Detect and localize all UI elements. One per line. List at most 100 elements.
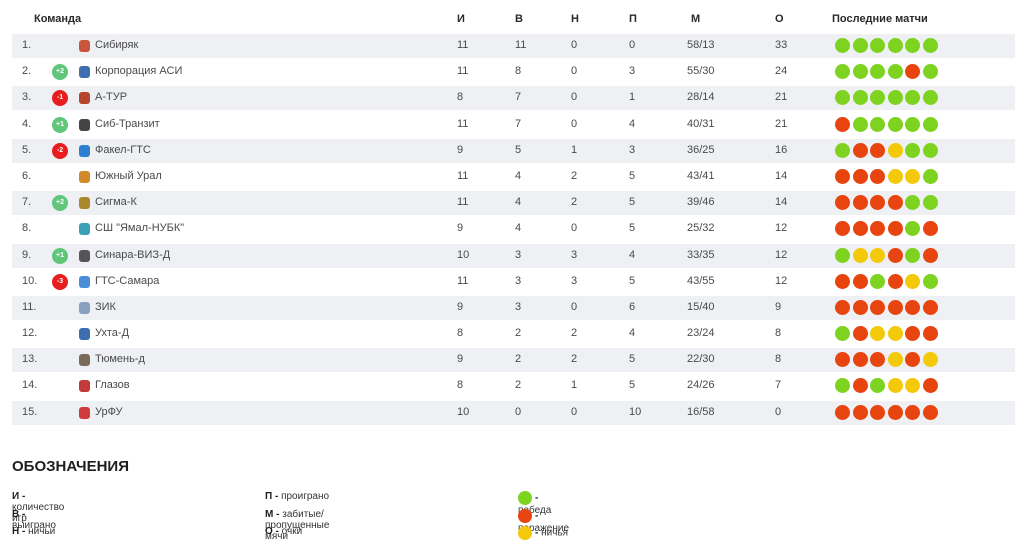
legend-item: - поражение: [518, 508, 569, 534]
position: 11.: [22, 300, 37, 313]
draws: 2: [571, 169, 578, 182]
team-logo-icon: [79, 406, 90, 419]
position-change-badge: -1: [52, 90, 68, 107]
team-name[interactable]: Корпорация АСИ: [95, 65, 183, 78]
header-last-matches: Последние матчи: [832, 13, 928, 25]
win-dot-icon: [835, 142, 850, 158]
table-row[interactable]: 14. Глазов 8 2 1 5 24/26 7: [12, 374, 1015, 398]
team-name[interactable]: А-ТУР: [95, 91, 128, 104]
team-name[interactable]: Южный Урал: [95, 169, 162, 182]
team-name[interactable]: Сигма-К: [95, 196, 137, 209]
team-name[interactable]: Сиб-Транзит: [95, 117, 160, 130]
games-played: 8: [457, 379, 464, 392]
table-row[interactable]: 7. +2 Сигма-К 11 4 2 5 39/46 14: [12, 191, 1015, 216]
team-name[interactable]: Глазов: [95, 379, 130, 392]
points: 24: [775, 65, 788, 78]
team-name[interactable]: Ухта-Д: [95, 327, 130, 340]
win-dot-icon: [922, 142, 938, 158]
points: 33: [775, 39, 788, 51]
table-row[interactable]: 8. СШ "Ямал-НУБК" 9 4 0 5 25/32 12: [12, 217, 1015, 241]
team-logo-icon: [79, 354, 90, 367]
games-played: 11: [457, 196, 469, 209]
wins: 3: [515, 300, 522, 313]
loss-dot-icon: [835, 116, 850, 132]
loss-dot-icon: [922, 247, 938, 263]
win-dot-icon: [887, 116, 903, 132]
legend-key: Н -: [12, 526, 26, 537]
team-name[interactable]: СШ "Ямал-НУБК": [95, 222, 185, 235]
legend-item: - победа: [518, 491, 569, 516]
team-logo-icon: [79, 301, 90, 314]
draws: 0: [571, 91, 578, 104]
last-matches: [835, 352, 938, 368]
loss-dot-icon: [870, 404, 885, 420]
loss-dot-icon: [870, 168, 885, 184]
team-logo-icon: [79, 275, 90, 288]
table-row[interactable]: 10. -3 ГТС-Самара 11 3 3 5 43/55 12: [12, 270, 1015, 294]
points: 0: [775, 405, 782, 418]
games-played: 11: [457, 39, 469, 51]
last-matches: [835, 64, 938, 80]
standings-table: 1. Сибиряк 11 11 0 0 58/13 33 2. +2 Корпорация АСИ…: [12, 34, 1015, 427]
last-matches: [835, 247, 938, 263]
table-row[interactable]: 15. УрФУ 10 0 0 10 16/58 0: [12, 400, 1015, 425]
points: 12: [775, 222, 788, 235]
points: 8: [775, 327, 782, 340]
win-dot-icon: [852, 116, 868, 132]
legend-key: -: [535, 492, 539, 504]
team-name[interactable]: ГТС-Самара: [95, 274, 160, 287]
goals: 16/58: [687, 405, 715, 418]
legend-column-3: - победа - поражение - ничья: [518, 491, 569, 544]
legend-key: О -: [265, 526, 279, 537]
draws: 3: [571, 274, 578, 287]
team-name[interactable]: УрФУ: [95, 405, 123, 418]
win-dot-icon: [922, 273, 938, 289]
legend-key: В -: [12, 508, 26, 520]
losses: 5: [629, 222, 636, 235]
team-logo-icon: [79, 197, 90, 210]
table-row[interactable]: 9. +1 Синара-ВИЗ-Д 10 3 3 4 33/35 12: [12, 243, 1015, 268]
legend-text: поражение: [518, 522, 570, 534]
points: 21: [775, 91, 788, 104]
wins: 3: [515, 248, 522, 261]
points: 9: [775, 300, 782, 313]
wins: 7: [515, 91, 522, 104]
draws: 0: [571, 405, 578, 418]
draws: 0: [571, 222, 578, 235]
legend-column-2: П - проиграно М - забитые/пропущенные мяч…: [265, 491, 329, 544]
draws: 1: [571, 379, 578, 392]
table-row[interactable]: 5. -2 Факел-ГТС 9 5 1 3 36/25 16: [12, 138, 1015, 163]
win-dot-icon: [887, 64, 903, 80]
win-dot-icon: [835, 378, 850, 394]
goals: 39/46: [687, 196, 715, 209]
table-row[interactable]: 2. +2 Корпорация АСИ 11 8 0 3 55/30 24: [12, 60, 1015, 84]
loss-dot-icon: [835, 299, 850, 315]
team-logo-icon: [79, 144, 90, 157]
goals: 43/41: [687, 169, 715, 182]
loss-dot-icon: [870, 142, 885, 158]
draw-dot-icon: [870, 247, 885, 263]
table-row[interactable]: 13. Тюмень-д 9 2 2 5 22/30 8: [12, 348, 1015, 373]
games-played: 11: [457, 169, 469, 182]
loss-dot-icon: [887, 273, 903, 289]
table-row[interactable]: 4. +1 Сиб-Транзит 11 7 0 4 40/31 21: [12, 113, 1015, 137]
games-played: 9: [457, 143, 464, 156]
team-name[interactable]: Тюмень-д: [95, 353, 145, 366]
wins: 4: [515, 169, 522, 182]
draw-dot-icon: [905, 168, 920, 184]
table-row[interactable]: 11. ЗИК 9 3 0 6 15/40 9: [12, 295, 1015, 320]
legend-dot-icon: [518, 491, 532, 505]
table-row[interactable]: 6. Южный Урал 11 4 2 5 43/41 14: [12, 165, 1015, 189]
team-name[interactable]: Факел-ГТС: [95, 143, 151, 156]
table-row[interactable]: 1. Сибиряк 11 11 0 0 58/13 33: [12, 34, 1015, 58]
team-name[interactable]: Сибиряк: [95, 39, 139, 51]
table-row[interactable]: 3. -1 А-ТУР 8 7 0 1 28/14 21: [12, 86, 1015, 111]
wins: 2: [515, 327, 522, 340]
win-dot-icon: [905, 38, 920, 53]
team-name[interactable]: ЗИК: [95, 300, 116, 313]
win-dot-icon: [835, 247, 850, 263]
table-row[interactable]: 12. Ухта-Д 8 2 2 4 23/24 8: [12, 322, 1015, 346]
win-dot-icon: [870, 64, 885, 80]
goals: 40/31: [687, 117, 715, 130]
team-name[interactable]: Синара-ВИЗ-Д: [95, 248, 171, 261]
